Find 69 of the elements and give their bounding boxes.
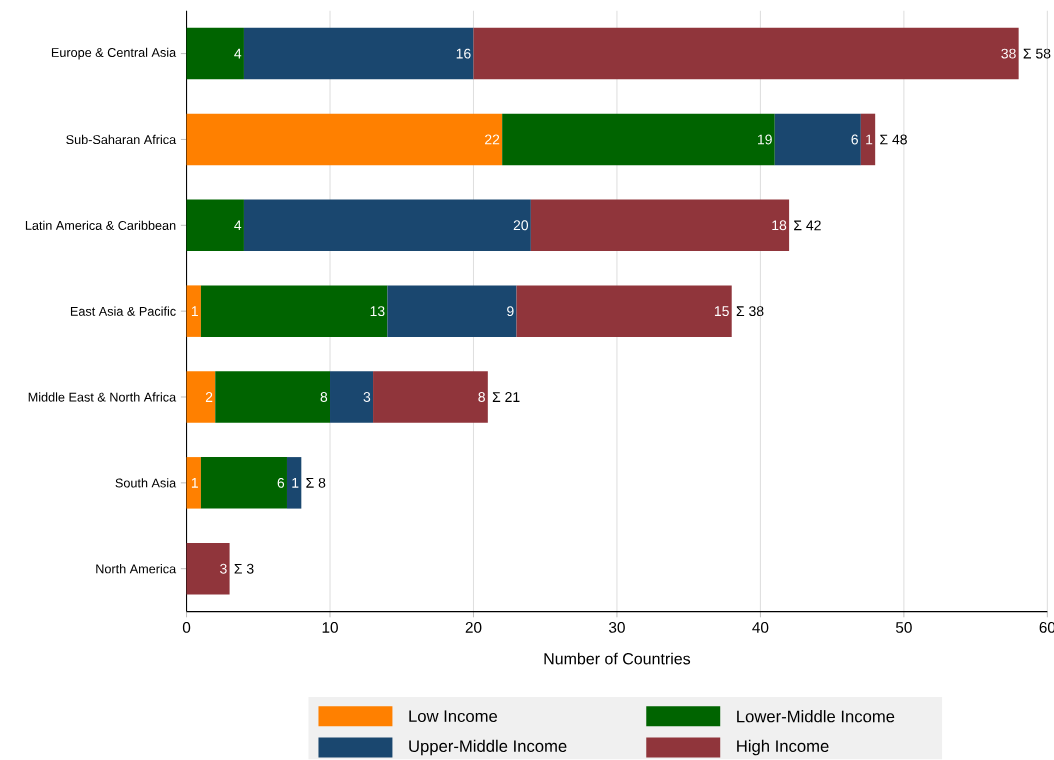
y-tick-label: North America (96, 564, 177, 574)
bar (186, 113, 503, 166)
x-tick-label: 20 (465, 622, 482, 634)
bar (330, 371, 374, 423)
legend-label: Upper-Middle Income (409, 739, 567, 756)
data-label: 8 (320, 392, 328, 403)
x-tick-label: 30 (609, 622, 625, 634)
bar (373, 371, 488, 423)
bar (186, 28, 244, 80)
bar (286, 457, 302, 509)
bar (860, 113, 876, 166)
x-tick-label: 40 (752, 622, 769, 634)
bar (387, 285, 517, 338)
x-tick-label: 10 (322, 622, 338, 634)
bar (243, 28, 474, 80)
data-label: 4 (234, 220, 242, 231)
legend-label: Low Income (409, 710, 498, 723)
data-label: 3 (363, 392, 371, 403)
legend-label: High Income (737, 739, 829, 756)
bar (502, 113, 775, 166)
total-label: Σ 8 (306, 478, 326, 489)
data-label: 3 (220, 563, 227, 574)
data-label: 20 (513, 220, 529, 231)
data-label: 15 (714, 306, 729, 317)
total-label: Σ 21 (492, 392, 520, 403)
bar (516, 285, 732, 338)
bar (186, 285, 201, 338)
data-label: 1 (191, 478, 198, 488)
bar (530, 199, 790, 252)
bar (215, 371, 331, 423)
bar (200, 457, 287, 509)
x-axis-title: Number of Countries (544, 652, 691, 665)
data-label: 8 (478, 392, 485, 403)
bar (186, 371, 216, 423)
data-label: 4 (234, 49, 242, 59)
bar (186, 457, 201, 509)
data-label: 9 (507, 306, 514, 317)
data-label: 16 (456, 48, 471, 59)
data-label: 1 (292, 478, 299, 488)
x-tick-label: 50 (895, 622, 912, 634)
total-label: Σ 42 (794, 220, 821, 231)
data-label: 6 (851, 134, 858, 145)
legend-label: Lower-Middle Income (737, 710, 895, 723)
y-tick-label: Europe & Central Asia (51, 47, 177, 60)
total-label: Σ 38 (736, 306, 764, 317)
y-tick-label: Middle East & North Africa (28, 392, 177, 402)
data-label: 13 (370, 306, 385, 317)
data-label: 18 (772, 220, 787, 231)
bar (186, 199, 244, 252)
bar (243, 199, 531, 252)
data-label: 22 (485, 134, 500, 145)
data-label: 6 (277, 478, 285, 489)
total-label: Σ 48 (880, 134, 907, 145)
bar (186, 543, 230, 595)
data-label: 1 (191, 306, 198, 317)
y-tick-label: Sub-Saharan Africa (66, 135, 177, 145)
data-label: 1 (866, 134, 873, 145)
total-label: Σ 3 (234, 563, 254, 574)
x-tick-label: 0 (182, 622, 191, 634)
y-tick-label: East Asia & Pacific (70, 306, 176, 317)
bar (200, 285, 388, 338)
data-label: 38 (1001, 48, 1016, 59)
y-tick-label: South Asia (115, 478, 177, 488)
y-tick-label: Latin America & Caribbean (25, 220, 176, 231)
bar (774, 113, 861, 166)
bar (473, 28, 1019, 80)
total-label: Σ 58 (1023, 48, 1051, 59)
data-label: 19 (758, 134, 772, 145)
data-label: 2 (205, 392, 213, 403)
